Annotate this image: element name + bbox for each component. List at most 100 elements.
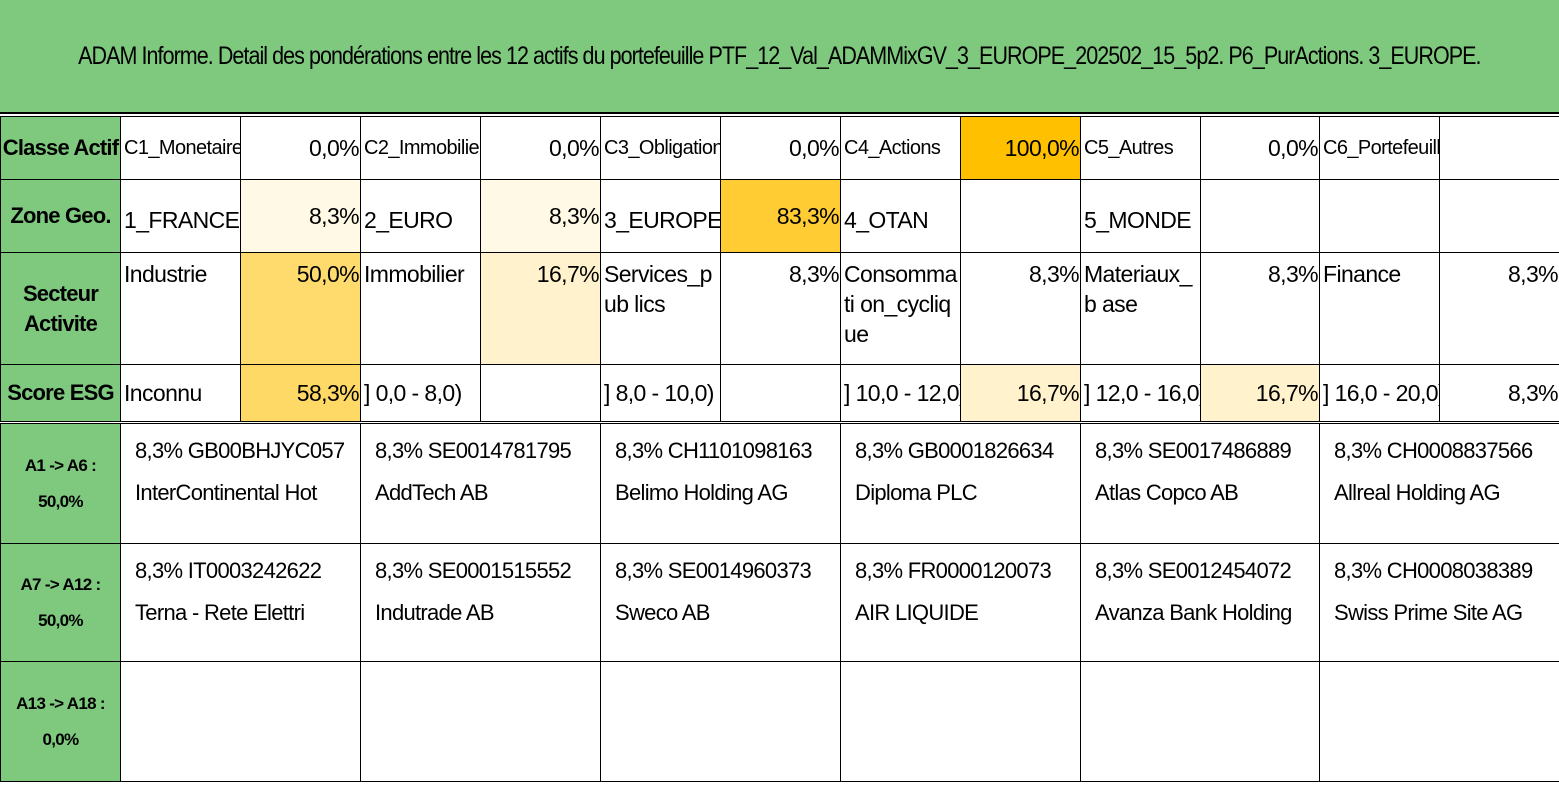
asset-name bbox=[842, 708, 1080, 718]
esg-pct-6: 8,3% bbox=[1439, 364, 1559, 422]
classe-label-2: C2_Immobilier bbox=[360, 116, 481, 180]
asset-cell: 8,3% SE0012454072 Avanza Bank Holding bbox=[1080, 543, 1320, 662]
classe-pct-2: 0,0% bbox=[480, 116, 601, 180]
classe-label-3: C3_Obligations bbox=[600, 116, 721, 180]
classe-label-1: C1_Monetaire bbox=[120, 116, 241, 180]
group-weight: 0,0% bbox=[42, 729, 80, 749]
asset-cell: 8,3% SE0001515552 Indutrade AB bbox=[360, 543, 601, 662]
asset-isin bbox=[1082, 663, 1319, 709]
classe-label-5: C5_Autres bbox=[1080, 116, 1201, 180]
asset-group-header: A7 -> A12 : 50,0% bbox=[0, 543, 121, 662]
asset-name: Diploma PLC bbox=[855, 480, 978, 505]
zone-pct-3: 83,3% bbox=[720, 179, 841, 253]
row-score-esg: Score ESG Inconnu 58,3% ] 0,0 - 8,0) ] 8… bbox=[0, 364, 1559, 422]
esg-label-2: ] 0,0 - 8,0) bbox=[360, 364, 481, 422]
asset-cell: 8,3% FR0000120073 AIR LIQUIDE bbox=[840, 543, 1081, 662]
secteur-pct-1: 50,0% bbox=[240, 252, 361, 365]
group-weight: 50,0% bbox=[38, 610, 83, 630]
asset-cell bbox=[360, 661, 601, 782]
asset-isin bbox=[602, 663, 840, 709]
esg-pct-4: 16,7% bbox=[960, 364, 1081, 422]
row-header-esg: Score ESG bbox=[0, 364, 121, 422]
asset-isin: 8,3% CH1101098163 bbox=[615, 438, 813, 463]
esg-label-4: ] 10,0 - 12,0) bbox=[840, 364, 961, 422]
asset-name: Terna - Rete Elettri bbox=[135, 600, 305, 625]
asset-cell: 8,3% CH1101098163 Belimo Holding AG bbox=[600, 423, 841, 544]
classe-pct-4: 100,0% bbox=[960, 116, 1081, 180]
zone-label-1: 1_FRANCE bbox=[120, 179, 241, 253]
zone-pct-6 bbox=[1439, 179, 1559, 253]
asset-cell: 8,3% GB0001826634 Diploma PLC bbox=[840, 423, 1081, 544]
classe-label-6: C6_Portefeuill bbox=[1319, 116, 1440, 180]
classe-pct-6 bbox=[1439, 116, 1559, 180]
asset-name bbox=[122, 708, 360, 718]
title-bar: ADAM Informe. Detail des pondérations en… bbox=[0, 0, 1559, 114]
row-header-secteur: Secteur Activite bbox=[0, 252, 121, 365]
esg-label-5: ] 12,0 - 16,0) bbox=[1080, 364, 1201, 422]
asset-name bbox=[602, 708, 840, 718]
page-title: ADAM Informe. Detail des pondérations en… bbox=[78, 41, 1481, 70]
classe-pct-1: 0,0% bbox=[240, 116, 361, 180]
classe-label-4: C4_Actions bbox=[840, 116, 961, 180]
asset-cell: 8,3% SE0014781795 AddTech AB bbox=[360, 423, 601, 544]
esg-pct-1: 58,3% bbox=[240, 364, 361, 422]
row-classe-actif: Classe Actif C1_Monetaire 0,0% C2_Immobi… bbox=[0, 116, 1559, 180]
row-header-zone: Zone Geo. bbox=[0, 179, 121, 253]
asset-cell bbox=[840, 661, 1081, 782]
asset-isin bbox=[122, 663, 360, 709]
asset-group-header: A1 -> A6 : 50,0% bbox=[0, 423, 121, 544]
asset-cell: 8,3% GB00BHJYC057 InterContinental Hot bbox=[120, 423, 361, 544]
asset-row-a13-a18: A13 -> A18 : 0,0% bbox=[0, 661, 1559, 782]
asset-isin: 8,3% SE0014960373 bbox=[615, 558, 812, 583]
esg-pct-2 bbox=[480, 364, 601, 422]
weights-summary-table: Classe Actif C1_Monetaire 0,0% C2_Immobi… bbox=[0, 116, 1559, 422]
secteur-pct-6: 8,3% bbox=[1439, 252, 1559, 365]
asset-cell bbox=[1319, 661, 1559, 782]
asset-cell bbox=[120, 661, 361, 782]
secteur-pct-5: 8,3% bbox=[1200, 252, 1320, 365]
esg-label-6: ] 16,0 - 20,0) bbox=[1319, 364, 1440, 422]
group-range: A1 -> A6 : bbox=[24, 455, 97, 475]
group-weight: 50,0% bbox=[38, 491, 83, 511]
asset-cell: 8,3% SE0014960373 Sweco AB bbox=[600, 543, 841, 662]
zone-label-5: 5_MONDE bbox=[1080, 179, 1201, 253]
asset-isin: 8,3% SE0001515552 bbox=[375, 558, 572, 583]
asset-name: Avanza Bank Holding bbox=[1095, 600, 1292, 625]
esg-pct-3 bbox=[720, 364, 841, 422]
asset-isin: 8,3% GB00BHJYC057 bbox=[135, 438, 345, 463]
asset-name: InterContinental Hot bbox=[135, 480, 317, 505]
row-zone-geo: Zone Geo. 1_FRANCE 8,3% 2_EURO 8,3% 3_EU… bbox=[0, 179, 1559, 253]
asset-isin: 8,3% CH0008837566 bbox=[1334, 438, 1533, 463]
asset-cell: 8,3% CH0008837566 Allreal Holding AG bbox=[1319, 423, 1559, 544]
classe-pct-5: 0,0% bbox=[1200, 116, 1320, 180]
asset-cell bbox=[1080, 661, 1320, 782]
asset-name: Indutrade AB bbox=[375, 600, 495, 625]
asset-isin bbox=[842, 663, 1080, 709]
asset-group-header: A13 -> A18 : 0,0% bbox=[0, 661, 121, 782]
asset-cell bbox=[600, 661, 841, 782]
asset-name: AddTech AB bbox=[375, 480, 489, 505]
asset-name bbox=[1082, 708, 1319, 718]
asset-cell: 8,3% SE0017486889 Atlas Copco AB bbox=[1080, 423, 1320, 544]
secteur-label-2: Immobilier bbox=[360, 252, 481, 365]
zone-label-4: 4_OTAN bbox=[840, 179, 961, 253]
esg-pct-5: 16,7% bbox=[1200, 364, 1320, 422]
asset-isin: 8,3% SE0017486889 bbox=[1095, 438, 1292, 463]
secteur-label-3: Services_pub lics bbox=[600, 252, 721, 365]
group-range: A13 -> A18 : bbox=[16, 693, 105, 713]
asset-name: Swiss Prime Site AG bbox=[1334, 600, 1523, 625]
zone-label-2: 2_EURO bbox=[360, 179, 481, 253]
asset-name: Allreal Holding AG bbox=[1334, 480, 1501, 505]
secteur-label-1: Industrie bbox=[120, 252, 241, 365]
asset-isin: 8,3% FR0000120073 bbox=[855, 558, 1052, 583]
asset-isin: 8,3% SE0014781795 bbox=[375, 438, 572, 463]
secteur-label-5: Materiaux_b ase bbox=[1080, 252, 1201, 365]
esg-label-1: Inconnu bbox=[120, 364, 241, 422]
asset-isin: 8,3% IT0003242622 bbox=[135, 558, 322, 583]
classe-pct-3: 0,0% bbox=[720, 116, 841, 180]
secteur-pct-4: 8,3% bbox=[960, 252, 1081, 365]
asset-name: Sweco AB bbox=[615, 600, 710, 625]
zone-pct-2: 8,3% bbox=[480, 179, 601, 253]
asset-isin: 8,3% GB0001826634 bbox=[855, 438, 1054, 463]
asset-name: AIR LIQUIDE bbox=[855, 600, 979, 625]
